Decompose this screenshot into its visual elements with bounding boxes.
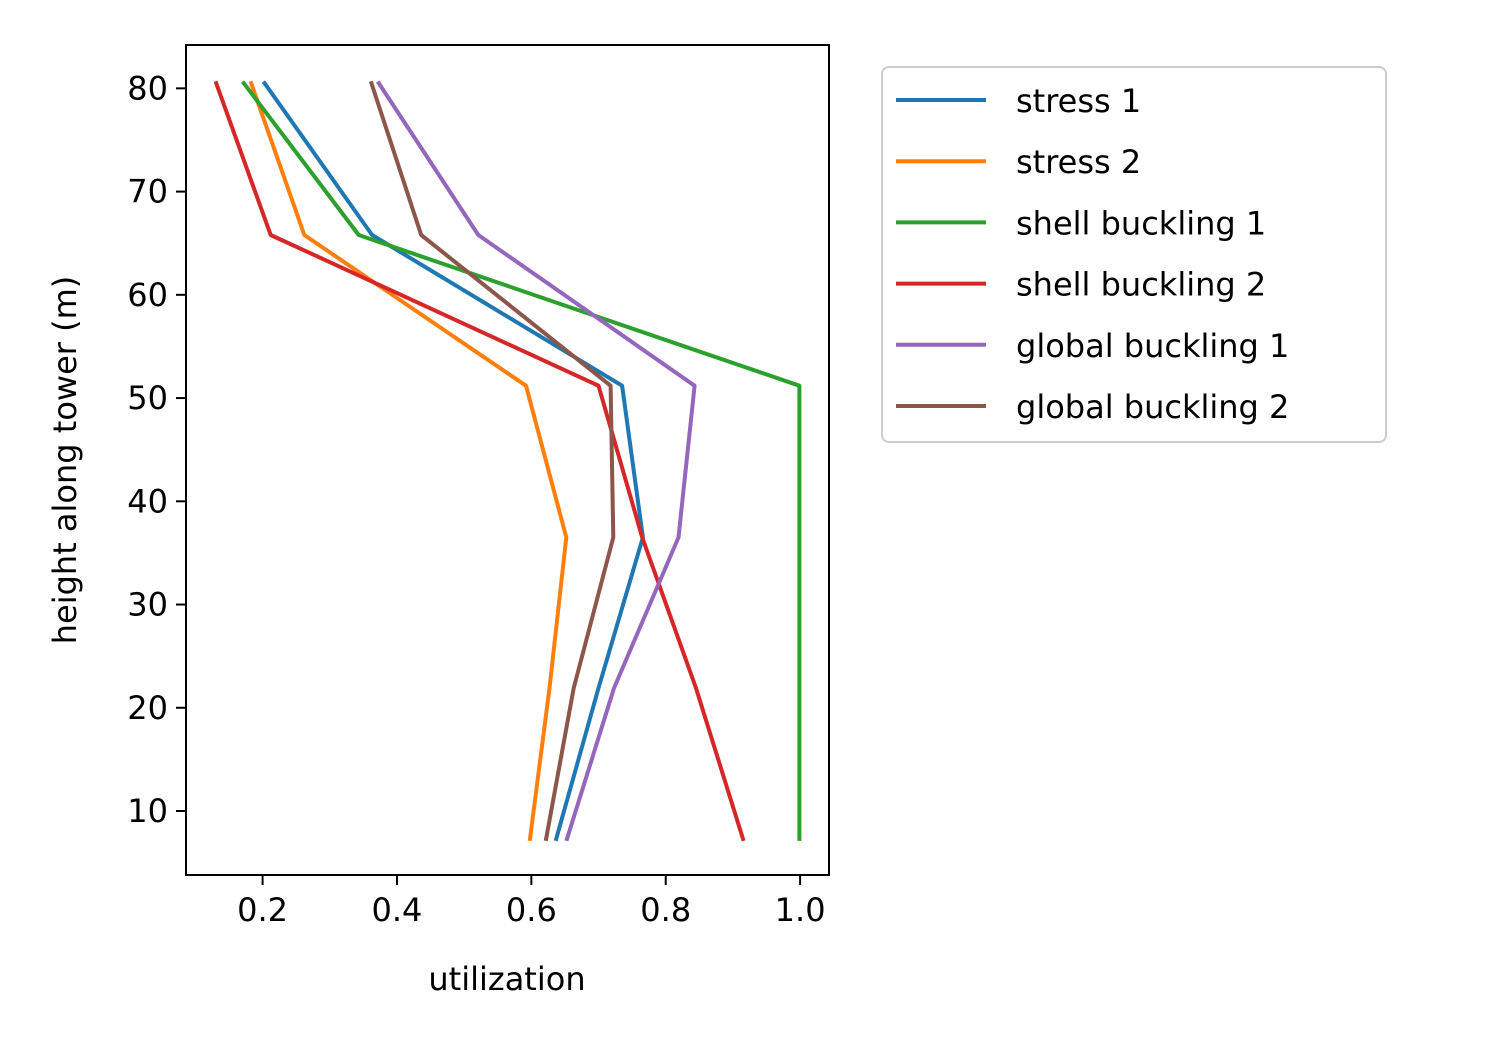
y-tick-label: 50: [127, 379, 168, 417]
x-tick-label: 0.6: [506, 891, 557, 929]
series-line-1: [248, 80, 569, 842]
legend-entry-0: stress 1: [896, 82, 1141, 120]
series-line-2: [240, 80, 802, 841]
legend-entry-3: shell buckling 2: [896, 266, 1266, 304]
y-tick-label: 80: [127, 69, 168, 107]
x-tick-label: 0.8: [640, 891, 691, 929]
legend-frame: [881, 66, 1387, 443]
y-axis-ticks: 10 20 30 40 50 60 70 80: [127, 69, 186, 830]
legend-label: global buckling 1: [1016, 327, 1289, 365]
x-axis-ticks: 0.2 0.4 0.6 0.8 1.0: [237, 875, 826, 929]
x-tick-label: 0.2: [237, 891, 288, 929]
legend-label: stress 2: [1016, 143, 1141, 181]
legend-entry-1: stress 2: [896, 143, 1141, 181]
y-tick-label: 20: [127, 689, 168, 727]
series-line-0: [261, 80, 645, 842]
series-line-4: [376, 80, 697, 842]
legend-entry-4: global buckling 1: [896, 327, 1289, 365]
x-axis-label: utilization: [428, 960, 585, 998]
legend-label: shell buckling 2: [1016, 266, 1266, 304]
plot-frame: [185, 44, 830, 876]
legend-label: global buckling 2: [1016, 388, 1289, 426]
legend-entry-5: global buckling 2: [896, 388, 1289, 426]
x-tick-label: 0.4: [372, 891, 423, 929]
legend-items: stress 1 stress 2 shell buckling 1 shell bu…: [896, 82, 1289, 426]
series-line-5: [368, 80, 616, 842]
y-tick-label: 60: [127, 276, 168, 314]
x-tick-label: 1.0: [775, 891, 826, 929]
y-tick-label: 40: [127, 482, 168, 520]
legend-entry-2: shell buckling 1: [896, 204, 1266, 242]
legend-label: stress 1: [1016, 82, 1141, 120]
y-tick-label: 30: [127, 586, 168, 624]
legend: stress 1 stress 2 shell buckling 1 shell bu…: [881, 66, 1387, 443]
y-tick-label: 70: [127, 173, 168, 211]
series-line-3: [213, 80, 746, 842]
y-axis-label: height along tower (m): [46, 276, 84, 644]
legend-label: shell buckling 1: [1016, 204, 1266, 242]
plot-lines: [213, 80, 802, 842]
y-tick-label: 10: [127, 792, 168, 830]
